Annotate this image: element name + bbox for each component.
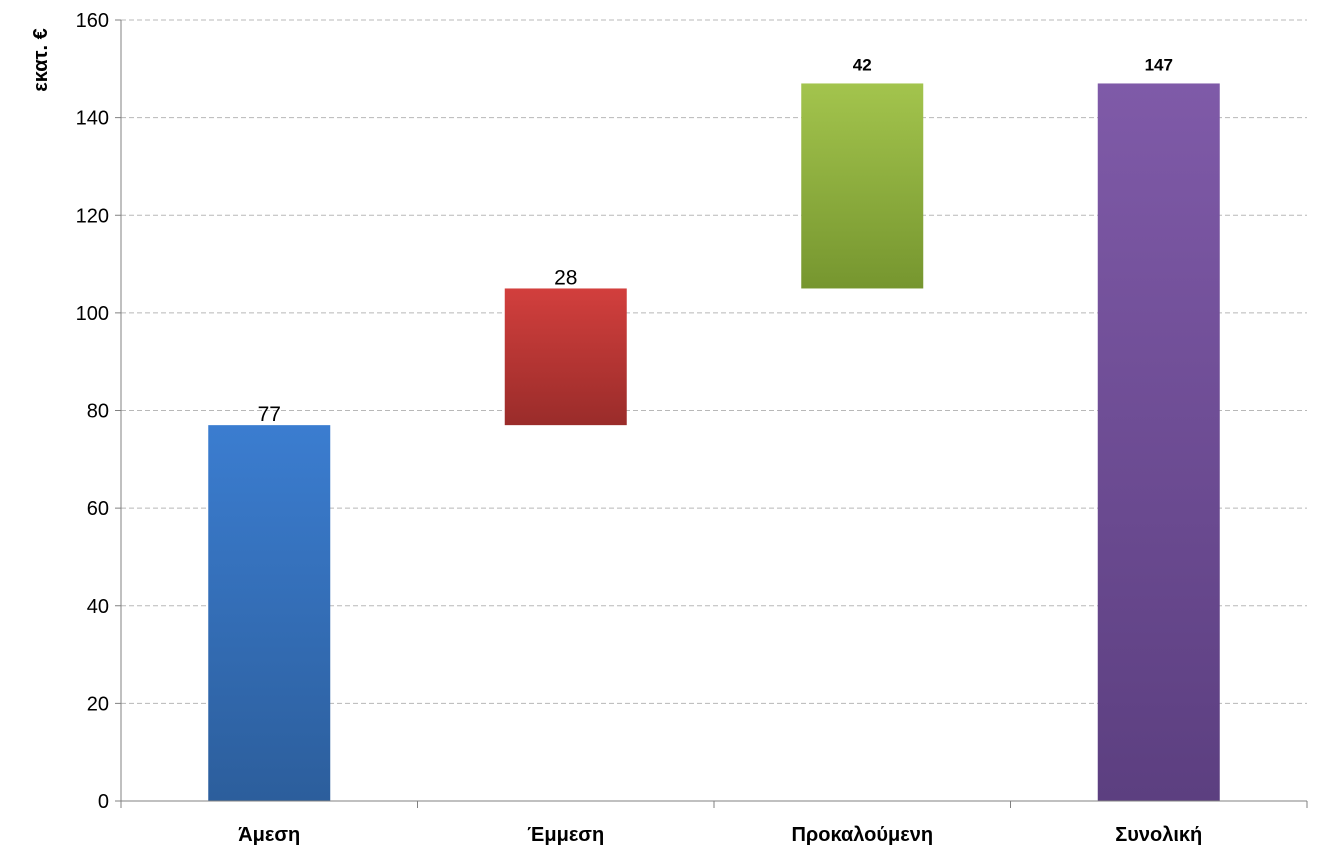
y-tick-label: 160 [76, 10, 109, 32]
bar-1 [504, 288, 627, 426]
data-label: 77 [258, 403, 281, 426]
x-category-label: Συνολική [1115, 824, 1202, 846]
y-tick-label: 20 [87, 693, 109, 715]
bar-3 [1097, 83, 1220, 802]
data-label: 42 [853, 55, 872, 74]
y-tick-label: 120 [76, 205, 109, 227]
y-tick-label: 140 [76, 108, 109, 130]
y-tick-label: 100 [76, 303, 109, 325]
labels: 0 20 40 60 80 100 120 140 160 77 Άμεση 28 Έμμεση 42 Πρ… [76, 10, 1203, 846]
bars [208, 83, 1220, 802]
y-axis-label: εκατ. € [30, 28, 52, 91]
x-category-label: Άμεση [238, 824, 300, 846]
data-label: 147 [1145, 55, 1173, 74]
axes [115, 19, 1308, 808]
bar-0 [208, 425, 331, 801]
x-category-label: Προκαλούμενη [791, 824, 933, 846]
data-label: 28 [554, 266, 577, 289]
y-tick-label: 0 [98, 791, 109, 813]
x-category-label: Έμμεση [527, 824, 604, 846]
y-tick-label: 60 [87, 498, 109, 520]
y-tick-label: 40 [87, 596, 109, 618]
bar-2 [801, 83, 924, 289]
y-tick-label: 80 [87, 401, 109, 423]
